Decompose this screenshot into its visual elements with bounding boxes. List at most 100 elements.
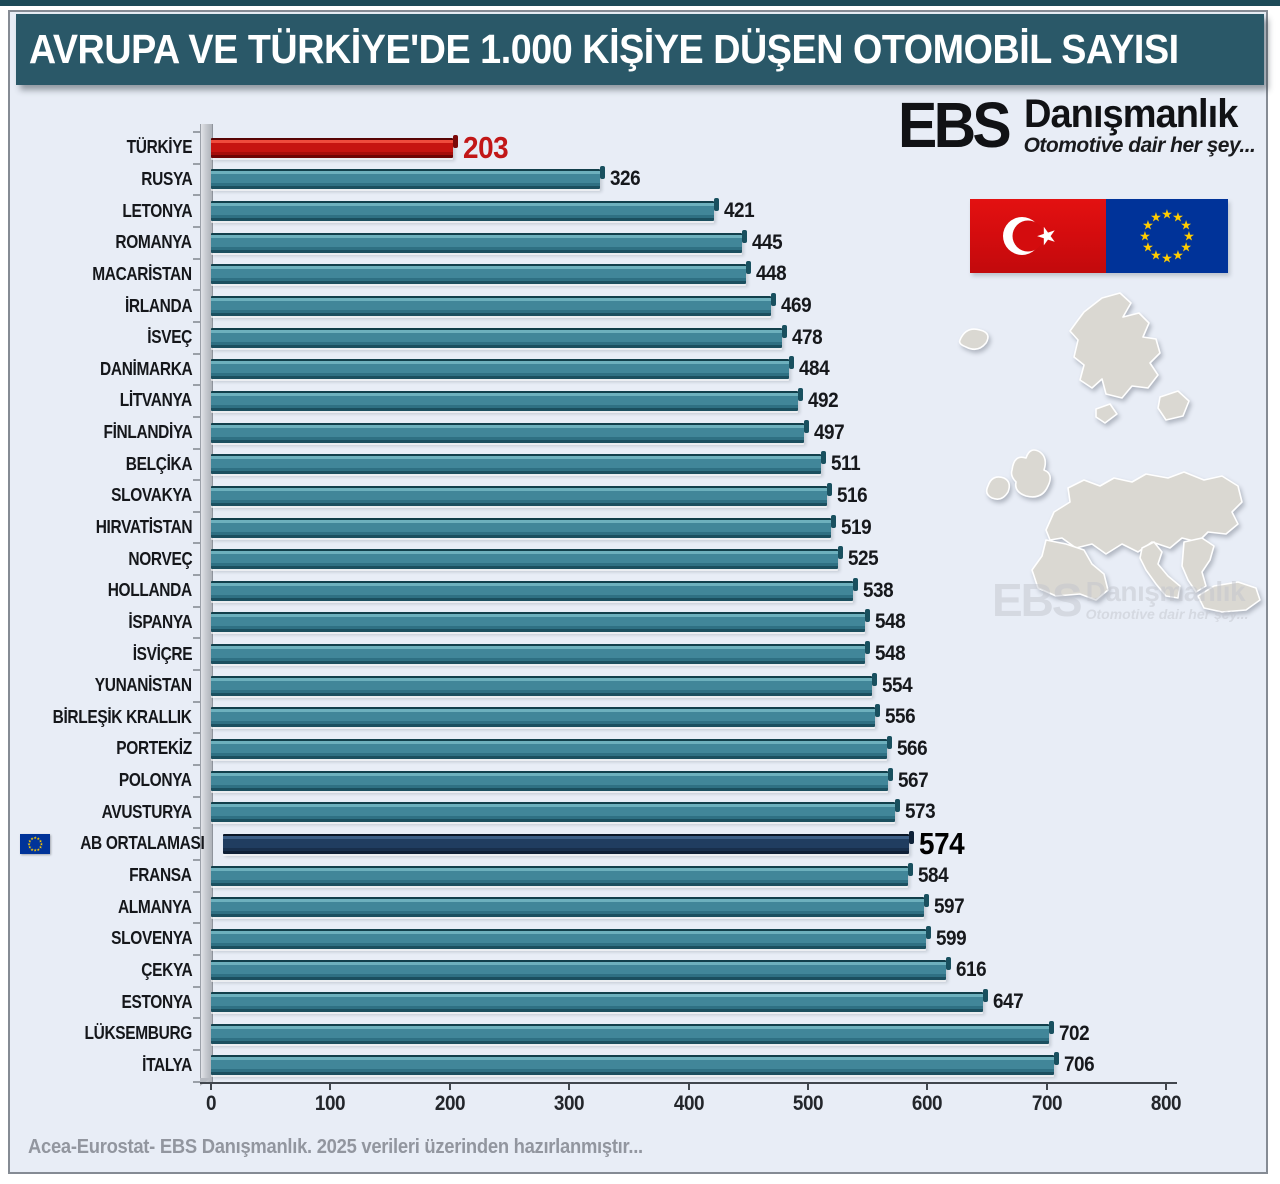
brand-logo: EBS Danışmanlık Otomotive dair her şey..… (898, 89, 1268, 161)
value-label: 567 (897, 768, 929, 792)
y-axis-tick (193, 510, 200, 513)
value-label: 548 (875, 610, 906, 634)
svg-text:★: ★ (1161, 208, 1173, 223)
row-label: LETONYA (20, 201, 192, 222)
chart-row: İSVEÇ 478 (20, 322, 1175, 354)
value-label: 538 (863, 578, 894, 602)
row-label: İSPANYA (20, 612, 192, 633)
value-label: 706 (1063, 1053, 1095, 1077)
bar (211, 925, 932, 949)
row-label: BİRLEŞİK KRALLIK (20, 707, 192, 728)
value-label: 702 (1059, 1021, 1090, 1045)
value-label: 511 (831, 452, 861, 476)
row-label-text: LETONYA (122, 200, 192, 221)
map-mainland (1045, 471, 1243, 555)
row-label-text: NORVEÇ (128, 548, 192, 569)
row-label-text: HIRVATİSTAN (95, 517, 192, 537)
y-axis-tick (193, 542, 200, 545)
bar (211, 1020, 1054, 1044)
y-axis-tick (193, 1017, 200, 1020)
chart-row: LÜKSEMBURG 702 (20, 1018, 1175, 1050)
y-axis-tick (193, 922, 200, 925)
y-axis-tick (193, 795, 200, 798)
bar (211, 735, 892, 759)
bar (211, 482, 832, 506)
bar (211, 514, 836, 538)
y-axis-tick (193, 605, 200, 608)
svg-text:★: ★ (1161, 252, 1173, 267)
chart-row: İTALYA 706 (20, 1050, 1175, 1082)
chart-row: POLONYA 567 (20, 765, 1175, 797)
chart-row: ALMANYA 597 (20, 891, 1175, 923)
chart-row: İRLANDA 469 (20, 290, 1175, 322)
svg-text:★: ★ (27, 841, 31, 846)
row-label: İSVEÇ (20, 327, 192, 348)
y-axis-tick (193, 1048, 200, 1051)
x-axis-tick (329, 1084, 332, 1090)
value-label: 556 (884, 705, 916, 729)
y-axis-tick (193, 953, 200, 956)
bar (211, 767, 893, 791)
y-axis-tick (193, 447, 200, 450)
y-axis-tick (193, 384, 200, 387)
map-iberia (1031, 539, 1109, 601)
value-label: 492 (808, 388, 839, 412)
row-label: YUNANİSTAN (20, 675, 192, 696)
row-label-text: FİNLANDİYA (103, 422, 192, 443)
bar (211, 134, 459, 158)
row-label-text: İSPANYA (128, 611, 192, 632)
row-label: LİTVANYA (20, 390, 192, 411)
y-axis-tick (193, 162, 200, 165)
brand-word: Danışmanlık (1023, 92, 1238, 136)
row-label-text: FRANSA (129, 865, 193, 886)
chart-row: AVUSTURYA 573 (20, 796, 1175, 828)
x-axis-tick (568, 1084, 571, 1090)
bar (211, 989, 989, 1013)
value-label: 484 (798, 357, 830, 381)
y-axis-tick (193, 637, 200, 640)
source-note: Acea-Eurostat- EBS Danışmanlık. 2025 ver… (28, 1136, 643, 1158)
row-label-text: MACARİSTAN (92, 263, 193, 284)
watermark-word: Danışmanlık (1085, 576, 1246, 607)
row-label: ★ ★ ★ ★ ★ ★ ★ ★ ★ ★ ★ ★ AB ORTALAMASI (20, 833, 205, 854)
y-axis-wall (200, 124, 213, 1084)
bar (211, 293, 776, 317)
chart-row: ÇEKYA 616 (20, 955, 1175, 987)
brand-watermark: EBS Danışmanlık Otomotive dair her şey..… (992, 576, 1248, 623)
row-label-text: SLOVAKYA (111, 485, 192, 506)
bar-rows: TÜRKİYE 203 RUSYA 326 LETONYA 421 ROMANYA 445 MA… (20, 130, 1175, 1082)
bar (211, 957, 952, 981)
svg-text:★: ★ (1172, 249, 1184, 264)
value-label: 478 (791, 325, 823, 349)
svg-text:★: ★ (1183, 230, 1195, 245)
x-axis-tick-label: 800 (1150, 1092, 1182, 1115)
bar (211, 229, 748, 253)
row-label-text: POLONYA (119, 770, 192, 791)
map-italy (1139, 541, 1181, 599)
chart-row: FİNLANDİYA 497 (20, 417, 1175, 449)
bar (211, 862, 914, 886)
value-label: 616 (956, 958, 987, 982)
brand-name: EBS (898, 89, 1012, 161)
chart-row: BİRLEŞİK KRALLIK 556 (20, 702, 1175, 734)
bar (211, 356, 794, 380)
chart-row: SLOVENYA 599 (20, 923, 1175, 955)
x-axis-tick (687, 1084, 690, 1090)
row-label-text: PORTEKİZ (116, 738, 192, 759)
y-axis-tick (193, 352, 200, 355)
svg-text:★: ★ (1180, 219, 1192, 234)
value-label: 497 (814, 420, 845, 444)
bar (211, 451, 826, 475)
bar (211, 641, 871, 665)
row-label: PORTEKİZ (20, 738, 192, 759)
bar (211, 198, 719, 222)
page-title: AVRUPA VE TÜRKİYE'DE 1.000 KİŞİYE DÜŞEN … (28, 26, 1179, 72)
y-axis-tick (193, 890, 200, 893)
x-axis-tick (448, 1084, 451, 1090)
value-label: 548 (875, 642, 906, 666)
row-label-text: DANİMARKA (99, 358, 193, 379)
svg-text:★: ★ (1142, 219, 1154, 234)
value-label: 574 (918, 825, 965, 861)
x-axis-tick-label: 500 (792, 1092, 824, 1115)
